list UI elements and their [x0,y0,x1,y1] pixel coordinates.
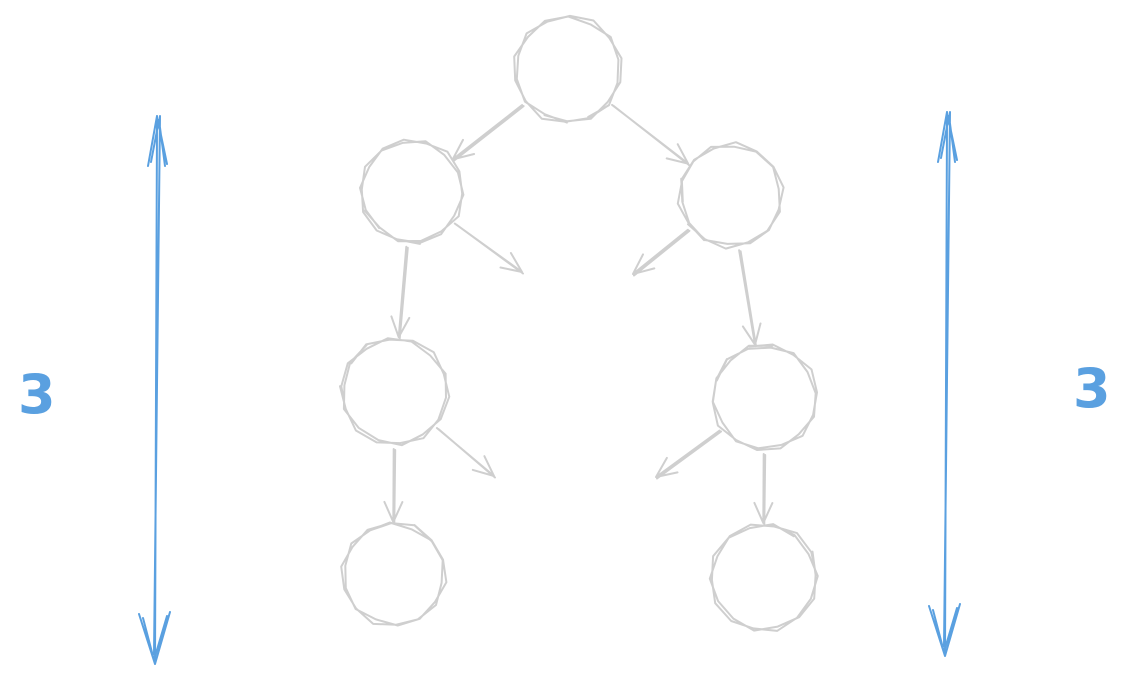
tree-edge-right-1-to-right-2 [738,249,762,348]
tree-node-right-1 [676,141,785,250]
dangling-edge-left-2 [435,427,496,479]
tree-node-root [513,14,623,124]
tree-node-right-2 [711,343,818,451]
nodes-layer [339,14,819,632]
tree-edge-root-to-left-1 [451,104,525,162]
dangling-edge-right-2 [655,429,723,480]
depth-arrow-right [928,111,961,657]
tree-node-left-1 [359,138,465,245]
dangling-edge-right-1 [632,228,691,277]
depth-label-left: 3 [18,363,56,426]
dangling-edge-left-1 [453,222,524,275]
tree-edge-right-2-to-right-3 [753,453,774,526]
measure-layer [138,111,961,665]
tree-node-left-3 [340,521,448,627]
tree-node-left-2 [339,337,451,447]
tree-node-right-3 [708,523,819,632]
tree-edge-root-to-right-1 [611,103,691,167]
edges-layer [383,103,774,526]
tree-edge-left-2-to-left-3 [383,448,404,525]
depth-arrow-left [138,115,171,665]
tree-edge-left-1-to-left-2 [390,245,411,340]
depth-label-right: 3 [1073,357,1111,420]
